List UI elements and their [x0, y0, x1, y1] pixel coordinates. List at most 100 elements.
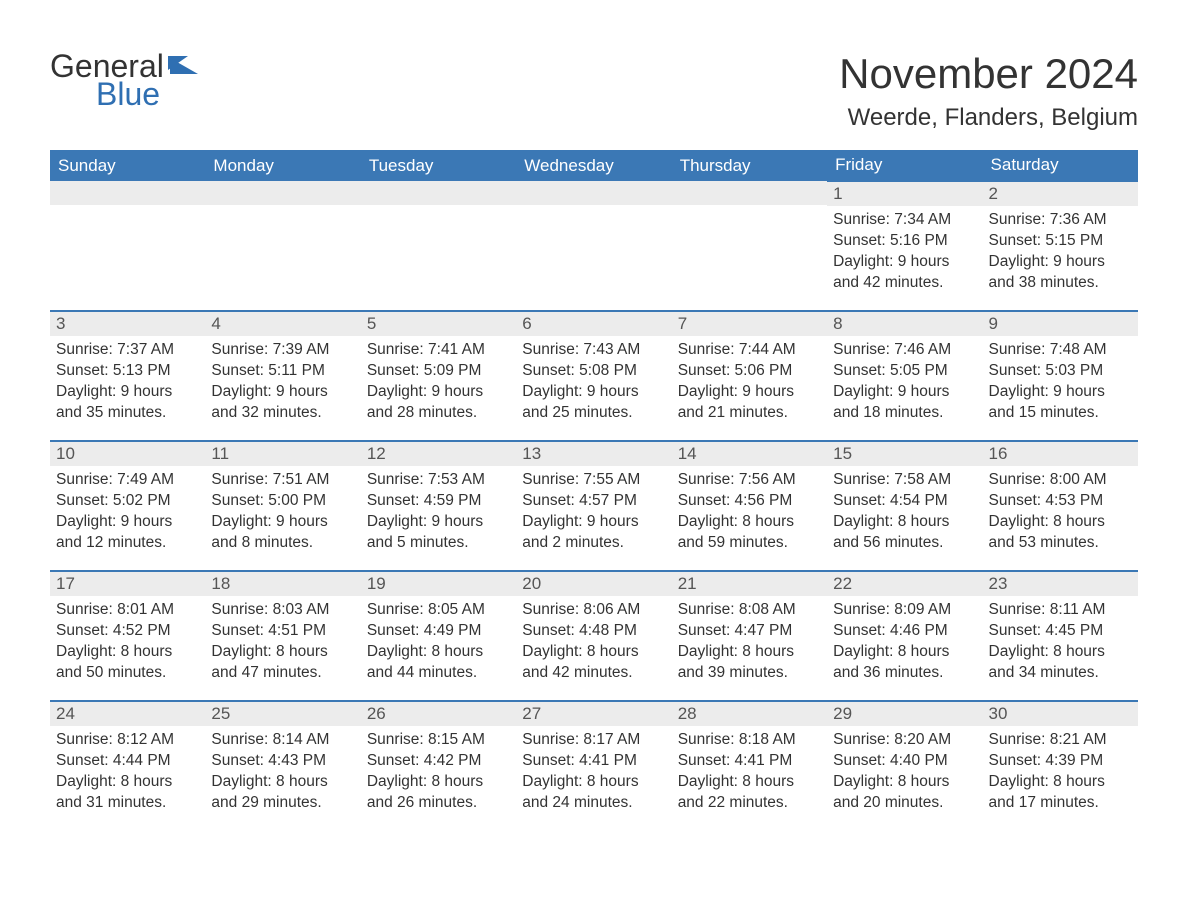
day-number: 27	[516, 702, 671, 726]
calendar-day-cell: 4Sunrise: 7:39 AMSunset: 5:11 PMDaylight…	[205, 311, 360, 441]
daylight-line: Daylight: 9 hours and 32 minutes.	[211, 382, 354, 424]
day-number: 12	[361, 442, 516, 466]
sunset-line: Sunset: 4:42 PM	[367, 751, 510, 772]
calendar-week-row: 24Sunrise: 8:12 AMSunset: 4:44 PMDayligh…	[50, 701, 1138, 831]
calendar-day-cell: 27Sunrise: 8:17 AMSunset: 4:41 PMDayligh…	[516, 701, 671, 831]
daylight-line: Daylight: 8 hours and 24 minutes.	[522, 772, 665, 814]
weekday-header-row: Sunday Monday Tuesday Wednesday Thursday…	[50, 150, 1138, 181]
calendar-table: Sunday Monday Tuesday Wednesday Thursday…	[50, 150, 1138, 831]
daylight-line: Daylight: 8 hours and 20 minutes.	[833, 772, 976, 814]
calendar-page: General Blue November 2024 Weerde, Fland…	[0, 0, 1188, 871]
day-body: Sunrise: 8:05 AMSunset: 4:49 PMDaylight:…	[361, 596, 516, 692]
day-body: Sunrise: 8:20 AMSunset: 4:40 PMDaylight:…	[827, 726, 982, 822]
daylight-line: Daylight: 9 hours and 18 minutes.	[833, 382, 976, 424]
sunrise-line: Sunrise: 7:43 AM	[522, 340, 665, 361]
sunrise-line: Sunrise: 8:11 AM	[989, 600, 1132, 621]
calendar-day-cell	[205, 181, 360, 311]
day-body: Sunrise: 7:34 AMSunset: 5:16 PMDaylight:…	[827, 206, 982, 302]
sunset-line: Sunset: 5:08 PM	[522, 361, 665, 382]
calendar-week-row: 17Sunrise: 8:01 AMSunset: 4:52 PMDayligh…	[50, 571, 1138, 701]
day-number: 22	[827, 572, 982, 596]
daylight-line: Daylight: 8 hours and 44 minutes.	[367, 642, 510, 684]
daylight-line: Daylight: 9 hours and 38 minutes.	[989, 252, 1132, 294]
sunset-line: Sunset: 5:03 PM	[989, 361, 1132, 382]
sunrise-line: Sunrise: 8:15 AM	[367, 730, 510, 751]
day-number: 30	[983, 702, 1138, 726]
day-number: 13	[516, 442, 671, 466]
sunrise-line: Sunrise: 8:05 AM	[367, 600, 510, 621]
calendar-day-cell: 10 Sunrise: 7:49 AMSunset: 5:02 PMDayligh…	[50, 441, 205, 571]
sunrise-line: Sunrise: 8:00 AM	[989, 470, 1132, 491]
sunset-line: Sunset: 5:02 PM	[56, 491, 199, 512]
day-body: Sunrise: 7:48 AMSunset: 5:03 PMDaylight:…	[983, 336, 1138, 432]
day-number: 10	[50, 442, 205, 466]
daylight-line: Daylight: 8 hours and 36 minutes.	[833, 642, 976, 684]
day-number: 7	[672, 312, 827, 336]
sunrise-line: Sunrise: 8:21 AM	[989, 730, 1132, 751]
sunrise-line: Sunrise: 7:49 AM	[56, 470, 199, 491]
sunrise-line: Sunrise: 8:01 AM	[56, 600, 199, 621]
weekday-header: Saturday	[983, 150, 1138, 181]
sunset-line: Sunset: 5:00 PM	[211, 491, 354, 512]
weekday-header: Friday	[827, 150, 982, 181]
day-number: 11	[205, 442, 360, 466]
daylight-line: Daylight: 8 hours and 47 minutes.	[211, 642, 354, 684]
title-block: November 2024 Weerde, Flanders, Belgium	[839, 50, 1138, 132]
day-body: Sunrise: 7:58 AMSunset: 4:54 PMDaylight:…	[827, 466, 982, 562]
day-number: 15	[827, 442, 982, 466]
day-body: Sunrise: 8:12 AMSunset: 4:44 PMDaylight:…	[50, 726, 205, 822]
sunrise-line: Sunrise: 7:41 AM	[367, 340, 510, 361]
sunrise-line: Sunrise: 8:08 AM	[678, 600, 821, 621]
sunrise-line: Sunrise: 7:44 AM	[678, 340, 821, 361]
sunset-line: Sunset: 4:56 PM	[678, 491, 821, 512]
sunset-line: Sunset: 4:41 PM	[522, 751, 665, 772]
day-body: Sunrise: 7:53 AMSunset: 4:59 PMDaylight:…	[361, 466, 516, 562]
sunset-line: Sunset: 4:41 PM	[678, 751, 821, 772]
day-number: 16	[983, 442, 1138, 466]
sunrise-line: Sunrise: 7:58 AM	[833, 470, 976, 491]
day-body: Sunrise: 8:14 AMSunset: 4:43 PMDaylight:…	[205, 726, 360, 822]
daylight-line: Daylight: 8 hours and 17 minutes.	[989, 772, 1132, 814]
day-number: 5	[361, 312, 516, 336]
daylight-line: Daylight: 9 hours and 12 minutes.	[56, 512, 199, 554]
calendar-week-row: 10Sunrise: 7:49 AMSunset: 5:02 PMDayligh…	[50, 441, 1138, 571]
day-body: Sunrise: 7:51 AMSunset: 5:00 PMDaylight:…	[205, 466, 360, 562]
sunset-line: Sunset: 4:45 PM	[989, 621, 1132, 642]
calendar-day-cell: 2Sunrise: 7:36 AMSunset: 5:15 PMDaylight…	[983, 181, 1138, 311]
calendar-day-cell: 9Sunrise: 7:48 AMSunset: 5:03 PMDaylight…	[983, 311, 1138, 441]
daylight-line: Daylight: 9 hours and 2 minutes.	[522, 512, 665, 554]
daylight-line: Daylight: 8 hours and 50 minutes.	[56, 642, 199, 684]
calendar-day-cell: 15Sunrise: 7:58 AMSunset: 4:54 PMDayligh…	[827, 441, 982, 571]
day-number: 19	[361, 572, 516, 596]
day-body: Sunrise: 8:21 AMSunset: 4:39 PMDaylight:…	[983, 726, 1138, 822]
sunset-line: Sunset: 4:53 PM	[989, 491, 1132, 512]
day-body: Sunrise: 8:03 AMSunset: 4:51 PMDaylight:…	[205, 596, 360, 692]
sunset-line: Sunset: 4:46 PM	[833, 621, 976, 642]
calendar-day-cell	[672, 181, 827, 311]
sunrise-line: Sunrise: 7:56 AM	[678, 470, 821, 491]
daylight-line: Daylight: 8 hours and 59 minutes.	[678, 512, 821, 554]
sunrise-line: Sunrise: 7:39 AM	[211, 340, 354, 361]
sunset-line: Sunset: 5:11 PM	[211, 361, 354, 382]
calendar-day-cell: 7Sunrise: 7:44 AMSunset: 5:06 PMDaylight…	[672, 311, 827, 441]
sunset-line: Sunset: 4:43 PM	[211, 751, 354, 772]
daylight-line: Daylight: 8 hours and 56 minutes.	[833, 512, 976, 554]
day-number: 25	[205, 702, 360, 726]
day-number: 24	[50, 702, 205, 726]
daylight-line: Daylight: 9 hours and 42 minutes.	[833, 252, 976, 294]
sunset-line: Sunset: 4:47 PM	[678, 621, 821, 642]
sunset-line: Sunset: 4:57 PM	[522, 491, 665, 512]
sunrise-line: Sunrise: 8:12 AM	[56, 730, 199, 751]
weekday-header: Monday	[205, 150, 360, 181]
calendar-day-cell: 8Sunrise: 7:46 AMSunset: 5:05 PMDaylight…	[827, 311, 982, 441]
daylight-line: Daylight: 9 hours and 8 minutes.	[211, 512, 354, 554]
month-title: November 2024	[839, 50, 1138, 98]
day-body: Sunrise: 7:39 AMSunset: 5:11 PMDaylight:…	[205, 336, 360, 432]
daylight-line: Daylight: 9 hours and 5 minutes.	[367, 512, 510, 554]
sunrise-line: Sunrise: 7:34 AM	[833, 210, 976, 231]
day-number: 1	[827, 182, 982, 206]
sunset-line: Sunset: 5:16 PM	[833, 231, 976, 252]
day-number: 28	[672, 702, 827, 726]
day-body: Sunrise: 7:46 AMSunset: 5:05 PMDaylight:…	[827, 336, 982, 432]
calendar-day-cell: 19Sunrise: 8:05 AMSunset: 4:49 PMDayligh…	[361, 571, 516, 701]
